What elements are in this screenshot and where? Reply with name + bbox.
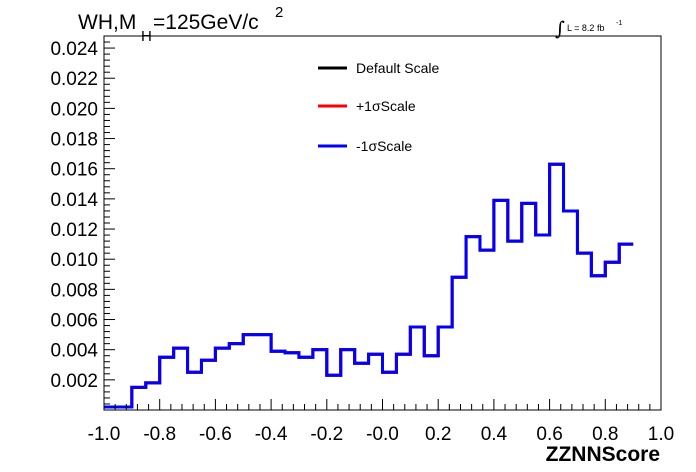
y-tick-label: 0.008 [50, 280, 98, 301]
y-tick-label: 0.004 [50, 341, 98, 362]
y-tick-label: 0.020 [50, 99, 98, 120]
x-tick-label: -0.0 [366, 424, 399, 445]
chart-title: WH,M H =125GeV/c 2 [78, 4, 283, 45]
x-tick-label: 0.6 [536, 424, 562, 445]
title-main: WH,M [78, 11, 136, 34]
y-tick-label: 0.022 [50, 69, 98, 90]
legend-label-1: +1σScale [356, 98, 416, 114]
lumi-superscript: -1 [616, 20, 622, 27]
y-tick-label: 0.016 [50, 160, 98, 181]
legend-label-2: -1σScale [356, 138, 412, 154]
axes-layer: -1.0 -0.8 -0.6 -0.4 -0.2 -0.0 0.2 0.4 0.6 0.8 1.0 0… [50, 35, 674, 445]
x-tick-label: 1.0 [648, 424, 674, 445]
y-tick-label: 0.024 [50, 39, 98, 60]
y-tick-label: 0.002 [50, 371, 98, 392]
integral-symbol: ∫ [555, 18, 565, 40]
x-tick-label: -1.0 [88, 424, 121, 445]
x-tick-label: 0.2 [425, 424, 451, 445]
x-tick-label: 0.8 [592, 424, 618, 445]
x-tick-label: -0.4 [255, 424, 288, 445]
legend-label-0: Default Scale [356, 60, 439, 76]
lumi-text: L = 8.2 fb [567, 23, 604, 33]
title-superscript: 2 [275, 4, 283, 21]
legend: Default Scale +1σScale -1σScale [318, 60, 439, 154]
x-axis-title: ZZNNScore [546, 443, 660, 466]
y-tick-label: 0.012 [50, 220, 98, 241]
title-rest: =125GeV/c [153, 11, 259, 34]
x-tick-label: 0.4 [481, 424, 508, 445]
luminosity-label: ∫ L = 8.2 fb -1 [555, 18, 622, 40]
y-tick-label: 0.014 [50, 190, 98, 211]
histogram-layer [104, 162, 634, 409]
y-tick-label: 0.006 [50, 311, 98, 332]
x-tick-label: -0.6 [199, 424, 232, 445]
y-tick-label: 0.010 [50, 250, 98, 271]
x-tick-label: -0.8 [143, 424, 176, 445]
series-line-2 [104, 162, 634, 409]
y-tick-label: 0.018 [50, 130, 98, 151]
x-tick-label: -0.2 [310, 424, 343, 445]
